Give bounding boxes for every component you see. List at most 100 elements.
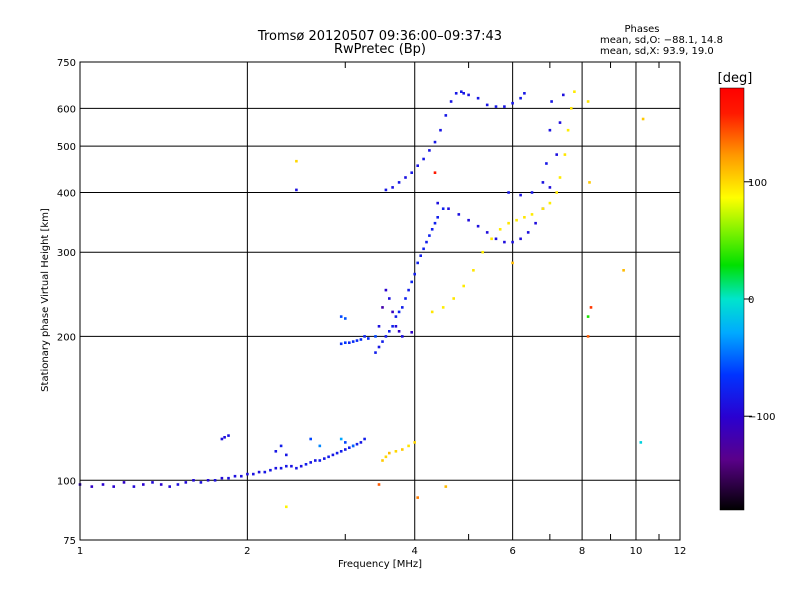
y-tick-label: 200: [57, 332, 76, 343]
data-point: [384, 335, 388, 338]
data-point: [460, 90, 463, 93]
data-point: [367, 337, 370, 340]
data-point: [227, 434, 230, 437]
data-point: [220, 437, 224, 441]
y-tick-label: 75: [63, 536, 76, 547]
data-point: [589, 306, 593, 309]
data-point: [523, 216, 526, 219]
data-point: [416, 496, 419, 499]
data-point: [467, 93, 470, 97]
data-point: [519, 237, 522, 241]
data-point: [391, 186, 394, 189]
data-point: [548, 201, 552, 205]
data-point: [413, 441, 416, 444]
data-point: [503, 105, 506, 108]
data-point: [541, 181, 545, 184]
data-point: [285, 453, 288, 457]
chart-title-line1: Tromsø 20120507 09:36:00–09:37:43: [257, 29, 502, 44]
data-point: [355, 442, 359, 446]
data-point: [391, 325, 394, 328]
data-point: [101, 483, 105, 486]
data-point: [233, 474, 237, 478]
data-point: [433, 221, 437, 225]
data-point: [401, 335, 404, 338]
data-point: [622, 269, 625, 272]
data-point: [588, 181, 591, 184]
data-point: [503, 240, 506, 244]
data-point: [452, 297, 455, 300]
colorbar-ticks: 100 0 −100: [744, 178, 775, 423]
data-point: [374, 351, 377, 354]
data-point: [570, 107, 573, 110]
x-tick-label: 2: [244, 546, 250, 557]
data-point: [363, 437, 366, 441]
data-point: [252, 472, 255, 476]
data-point: [142, 483, 145, 486]
data-point: [410, 171, 413, 174]
data-point: [454, 92, 458, 95]
data-point: [223, 436, 226, 439]
data-point: [318, 459, 322, 462]
data-point: [530, 191, 534, 194]
data-point: [462, 284, 465, 288]
y-tick-label: 500: [57, 142, 76, 153]
data-point: [246, 472, 249, 476]
plot-frame: [79, 61, 681, 541]
data-point: [199, 481, 203, 484]
data-point: [355, 339, 359, 342]
data-point: [309, 437, 312, 441]
stats-line-x: mean, sd,X: 93.9, 19.0: [600, 46, 714, 57]
stats-line-o: mean, sd,O: −88.1, 14.8: [600, 35, 723, 46]
data-point: [548, 128, 552, 132]
data-point: [441, 207, 445, 210]
data-point: [339, 342, 343, 346]
data-point: [344, 341, 347, 344]
data-point: [192, 479, 195, 482]
data-point: [309, 461, 312, 464]
data-point: [485, 103, 489, 107]
grid-lines: [80, 62, 680, 540]
data-point: [586, 100, 590, 103]
data-point: [433, 171, 437, 174]
colorbar-label: [deg]: [718, 71, 753, 86]
data-point: [573, 90, 576, 93]
data-point: [494, 105, 498, 108]
data-point: [132, 485, 136, 488]
y-tick-label: 600: [57, 104, 76, 115]
data-point: [220, 476, 224, 480]
data-point: [351, 444, 355, 448]
data-point: [545, 162, 548, 165]
data-point: [441, 306, 445, 309]
data-point: [381, 340, 384, 343]
data-point: [511, 101, 514, 105]
data-point: [90, 485, 94, 488]
data-point: [555, 191, 558, 194]
data-point: [507, 221, 510, 225]
data-point: [377, 483, 381, 486]
data-point: [481, 250, 484, 254]
data-point: [323, 457, 326, 460]
data-point: [335, 451, 339, 455]
data-point: [377, 325, 381, 328]
data-point: [444, 114, 448, 117]
x-tick-labels: 1 2 4 6 8 10 12: [77, 546, 687, 557]
data-point: [566, 128, 570, 132]
data-point: [381, 306, 384, 309]
data-point: [494, 237, 498, 241]
data-point: [534, 221, 537, 225]
data-point: [381, 459, 384, 462]
data-point: [449, 100, 453, 103]
data-point: [457, 213, 461, 216]
data-point: [344, 448, 347, 451]
data-point: [555, 153, 558, 156]
data-point: [351, 340, 355, 343]
data-point: [586, 335, 590, 338]
data-point: [401, 306, 404, 309]
data-point: [227, 476, 230, 480]
data-point: [263, 470, 267, 474]
data-point: [439, 128, 442, 132]
y-tick-label: 300: [57, 248, 76, 259]
data-point: [523, 92, 526, 95]
y-tick-label: 750: [57, 58, 76, 69]
